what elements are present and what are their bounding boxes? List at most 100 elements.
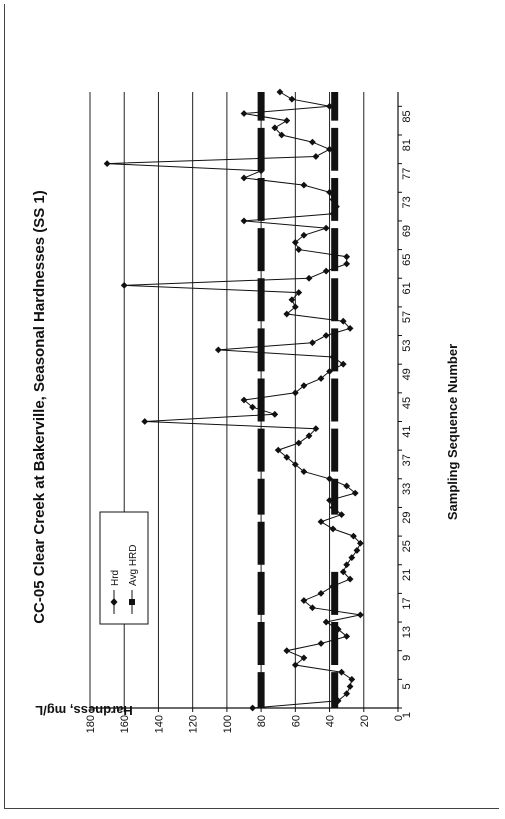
hrd-point [317,375,325,382]
hrd-point [309,138,316,146]
hrd-point [300,382,308,390]
hrd-point [343,561,351,569]
hrd-point [329,582,337,590]
hrd-point [214,346,222,354]
x-tick-label: 29 [401,511,413,523]
legend-box [99,511,149,625]
hrd-point [343,690,351,698]
hrd-point [329,353,337,361]
x-tick-label: 1 [401,712,413,718]
hrd-point [141,418,149,425]
hrd-point [300,468,308,476]
hrd-point [291,389,299,397]
hrd-point [309,339,316,347]
hrd-point [300,597,308,604]
hrd-point [295,246,303,253]
x-tick-label: 85 [401,110,413,122]
hrd-point [283,647,291,655]
hrd-point [283,453,291,461]
hrd-point [329,196,337,203]
x-tick-label: 57 [401,311,413,323]
hrd-point [338,668,345,676]
hrd-point [343,632,351,640]
hrd-point [271,124,279,132]
legend-hrd-marker [110,598,118,606]
x-tick-label: 49 [401,368,413,380]
hrd-point [120,281,128,289]
hrd-point [295,289,303,296]
hrd-point [334,697,342,705]
y-tick-label: 120 [188,715,200,733]
hrd-point [309,604,316,612]
x-tick-label: 81 [401,139,413,151]
x-tick-label: 21 [401,569,413,581]
hrd-point [356,611,364,619]
legend-hrd-label: Hrd [110,570,121,586]
hrd-point [343,260,351,268]
hrd-point [103,160,111,168]
y-tick-label: 40 [325,715,337,727]
hrd-point [329,525,337,533]
hrd-point [339,360,347,368]
hrd-point [346,683,354,690]
x-tick-label: 17 [401,597,413,609]
hrd-point [288,296,296,304]
hrd-point [338,511,345,519]
hrd-point [317,518,325,526]
hrd-point [240,396,248,404]
hrd-point [343,253,351,261]
x-tick-label: 5 [401,683,413,689]
hrd-point [351,489,359,497]
x-tick-label: 77 [401,168,413,180]
y-tick-label: 140 [153,715,165,733]
hrd-point [312,425,320,433]
x-tick-label: 69 [401,225,413,237]
x-tick-label: 9 [401,655,413,661]
hrd-point [240,110,248,117]
hrd-point [278,131,286,139]
hrd-point [300,181,308,189]
x-tick-label: 13 [401,626,413,638]
legend-avg-label: Avg HRD [128,545,139,587]
hrd-point [333,203,340,211]
hrd-point [322,618,330,626]
hrd-point [291,661,299,669]
hrd-point [274,446,282,454]
hrd-point [346,575,354,583]
hrd-point [291,239,299,246]
hrd-point [312,153,320,160]
x-tick-label: 33 [401,483,413,495]
hrd-point [317,640,325,647]
x-axis-title: Sampling Sequence Number [445,344,460,520]
hrd-point [257,167,265,175]
hrd-point [295,439,303,447]
hrd-point [249,704,256,712]
hrd-point [300,231,308,239]
hrd-point [334,625,342,633]
y-tick-label: 80 [256,715,268,727]
hrd-point [326,367,333,375]
x-tick-label: 53 [401,340,413,352]
hrd-point [322,224,330,232]
hrd-point [343,482,351,490]
hrd-point [329,504,337,511]
plot-area: 0 20 40 60 80 100 120 140 160 180 1 5 9 13 17 21 25 29 33 3… [85,88,413,733]
hrd-point [356,539,364,547]
x-tick-label: 73 [401,196,413,208]
hrd-point [291,303,299,311]
hrd-point [348,675,356,683]
hrd-point [326,188,333,196]
hrd-point [305,274,313,282]
y-tick-label: 100 [222,715,234,733]
hrd-point [249,403,256,411]
x-tick-label: 37 [401,454,413,466]
legend: Hrd Avg HRD [99,511,149,625]
hrd-point [276,88,284,96]
chart-title: CC-05 Clear Creek at Bakerville, Seasona… [31,190,48,624]
y-tick-label: 60 [290,715,302,727]
x-tick-label: 25 [401,540,413,552]
y-tick-label: 160 [119,715,131,733]
hrd-point [326,475,333,483]
